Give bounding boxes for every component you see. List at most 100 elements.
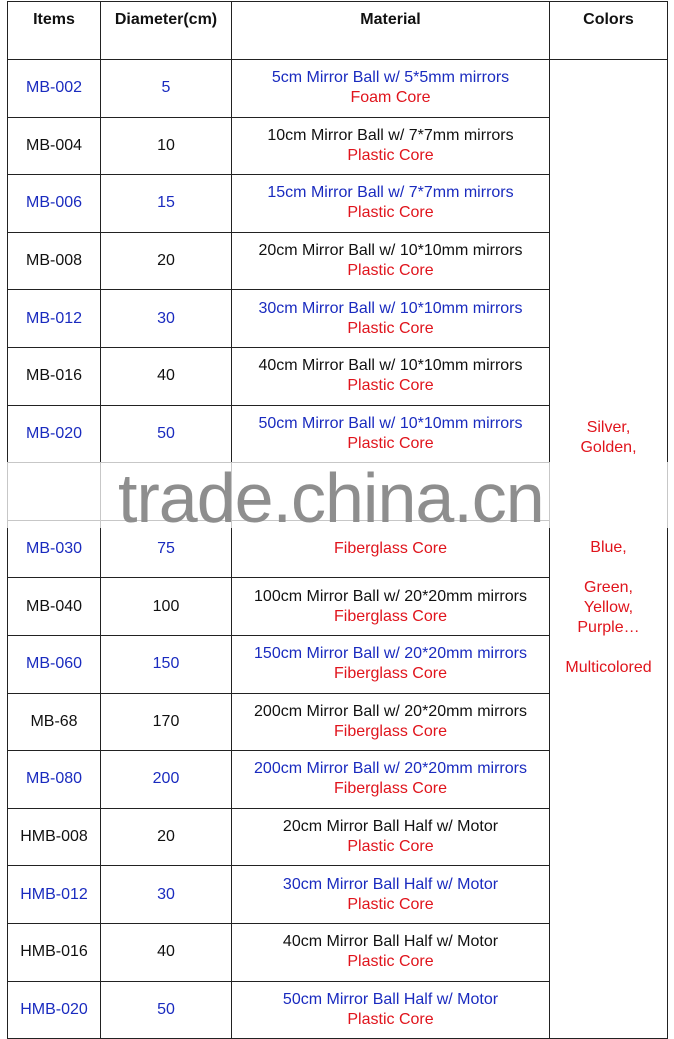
material: 150cm Mirror Ball w/ 20*20mm mirrors Fibe… [231, 634, 550, 694]
material: 15cm Mirror Ball w/ 7*7mm mirrors Plastic… [231, 174, 550, 233]
material-desc: 50cm Mirror Ball Half w/ Motor [282, 990, 499, 1008]
material: 200cm Mirror Ball w/ 20*20mm mirrors Fibe… [231, 750, 550, 809]
material-desc: 5cm Mirror Ball w/ 5*5mm mirrors [271, 69, 510, 87]
material-desc: 40cm Mirror Ball Half w/ Motor [282, 933, 499, 951]
diameter: 15 [100, 174, 232, 233]
table-row: MB-040 100 100cm Mirror Ball w/ 20*20mm … [7, 577, 668, 636]
column-header: Colors [549, 1, 668, 60]
color-option: Golden, [580, 439, 637, 456]
material-core: Plastic Core [347, 377, 434, 395]
material: 50cm Mirror Ball w/ 10*10mm mirrors Plast… [231, 404, 550, 464]
material-core: Plastic Core [347, 262, 434, 280]
material: 10cm Mirror Ball w/ 7*7mm mirrors Plastic… [231, 116, 550, 176]
material-core: Plastic Core [347, 838, 434, 856]
material: 20cm Mirror Ball Half w/ Motor Plastic Co… [231, 807, 550, 867]
column-header: Material [231, 1, 550, 60]
material-desc: 100cm Mirror Ball w/ 20*20mm mirrors [254, 587, 527, 605]
item-code: MB-040 [7, 577, 101, 636]
material: 20cm Mirror Ball w/ 10*10mm mirrors Plast… [231, 231, 550, 291]
color-option [550, 638, 667, 658]
table-row: MB-006 15 15cm Mirror Ball w/ 7*7mm mirr… [7, 174, 668, 233]
table-row: HMB-012 30 30cm Mirror Ball Half w/ Moto… [7, 865, 668, 924]
table-row: HMB-016 40 40cm Mirror Ball Half w/ Moto… [7, 922, 668, 982]
diameter: 100 [100, 577, 232, 636]
material-desc: 200cm Mirror Ball w/ 20*20mm mirrors [254, 760, 527, 778]
item-code: HMB-008 [7, 807, 101, 867]
material: 40cm Mirror Ball w/ 10*10mm mirrors Plast… [231, 346, 550, 406]
diameter: 30 [100, 289, 232, 348]
material-core: Fiberglass Core [334, 540, 447, 558]
colors-cell: Silver, Golden, Blue, Green, Yellow, Purple… M… [549, 58, 668, 1039]
diameter: 170 [100, 692, 232, 752]
table-row: MB-002 5 5cm Mirror Ball w/ 5*5mm mirror… [7, 58, 668, 1039]
color-option: Purple… [577, 619, 640, 636]
material-core: Plastic Core [347, 204, 434, 222]
color-option: Yellow, [583, 599, 634, 616]
diameter: 50 [100, 404, 232, 464]
material-desc: 20cm Mirror Ball Half w/ Motor [282, 818, 499, 836]
material: 5cm Mirror Ball w/ 5*5mm mirrors Foam Cor… [231, 59, 550, 118]
color-option: Blue, [590, 539, 627, 556]
material-core: Plastic Core [347, 1010, 434, 1028]
diameter: 10 [100, 116, 232, 176]
material-desc: 30cm Mirror Ball Half w/ Motor [282, 875, 499, 893]
column-header: Items [7, 1, 101, 60]
color-option: Multicolored [565, 659, 652, 676]
material-core: Fiberglass Core [334, 607, 447, 625]
item-code: MB-020 [7, 404, 101, 464]
item-code: MB-002 [7, 59, 101, 118]
material-desc: 150cm Mirror Ball w/ 20*20mm mirrors [254, 645, 527, 663]
diameter: 30 [100, 865, 232, 924]
diameter: 150 [100, 634, 232, 694]
item-code: MB-008 [7, 231, 101, 291]
item-code: MB-004 [7, 116, 101, 176]
material-desc: 50cm Mirror Ball w/ 10*10mm mirrors [258, 414, 523, 432]
table-row: MB-008 20 20cm Mirror Ball w/ 10*10mm mi… [7, 231, 668, 291]
material-core: Foam Core [350, 89, 431, 107]
material-desc: 200cm Mirror Ball w/ 20*20mm mirrors [254, 702, 527, 720]
material-core: Fiberglass Core [334, 722, 447, 740]
watermark: trade.china.cn [118, 459, 545, 537]
item-code: HMB-020 [7, 980, 101, 1039]
material: 100cm Mirror Ball w/ 20*20mm mirrors Fibe… [231, 577, 550, 636]
item-code: MB-68 [7, 692, 101, 752]
item-code: MB-080 [7, 750, 101, 809]
table-row: HMB-020 50 50cm Mirror Ball Half w/ Moto… [7, 980, 668, 1039]
material: 200cm Mirror Ball w/ 20*20mm mirrors Fibe… [231, 692, 550, 752]
table-row: MB-004 10 10cm Mirror Ball w/ 7*7mm mirr… [7, 116, 668, 176]
item-code: MB-006 [7, 174, 101, 233]
diameter: 200 [100, 750, 232, 809]
table-row: MB-060 150 150cm Mirror Ball w/ 20*20mm … [7, 634, 668, 694]
material-core: Plastic Core [347, 895, 434, 913]
material-desc: 10cm Mirror Ball w/ 7*7mm mirrors [267, 126, 514, 144]
diameter: 5 [100, 59, 232, 118]
diameter: 40 [100, 346, 232, 406]
column-header: Diameter(cm) [100, 1, 232, 60]
material: 30cm Mirror Ball Half w/ Motor Plastic Co… [231, 865, 550, 924]
material-core: Fiberglass Core [334, 665, 447, 683]
color-option: Green, [584, 579, 633, 596]
material-core: Fiberglass Core [334, 780, 447, 798]
diameter: 20 [100, 807, 232, 867]
material-core: Plastic Core [347, 319, 434, 337]
material-desc: 15cm Mirror Ball w/ 7*7mm mirrors [267, 184, 514, 202]
diameter: 20 [100, 231, 232, 291]
material: 40cm Mirror Ball Half w/ Motor Plastic Co… [231, 922, 550, 982]
watermark-band [0, 462, 674, 528]
color-option [550, 558, 667, 578]
material-core: Plastic Core [347, 146, 434, 164]
material-core: Plastic Core [347, 953, 434, 971]
material-desc: 40cm Mirror Ball w/ 10*10mm mirrors [258, 357, 523, 375]
item-code: MB-030 [7, 519, 101, 579]
table-row: MB-68 170 200cm Mirror Ball w/ 20*20mm m… [7, 692, 668, 752]
table-row: HMB-008 20 20cm Mirror Ball Half w/ Moto… [7, 807, 668, 867]
material: 50cm Mirror Ball Half w/ Motor Plastic Co… [231, 980, 550, 1039]
diameter: 40 [100, 922, 232, 982]
material: 30cm Mirror Ball w/ 10*10mm mirrors Plast… [231, 289, 550, 348]
table-row: MB-020 50 50cm Mirror Ball w/ 10*10mm mi… [7, 404, 668, 464]
material-desc: 30cm Mirror Ball w/ 10*10mm mirrors [258, 299, 523, 317]
material-core: Plastic Core [347, 434, 434, 452]
material: Fiberglass Core [231, 519, 550, 579]
table-row: MB-012 30 30cm Mirror Ball w/ 10*10mm mi… [7, 289, 668, 348]
table-row: MB-080 200 200cm Mirror Ball w/ 20*20mm … [7, 750, 668, 809]
